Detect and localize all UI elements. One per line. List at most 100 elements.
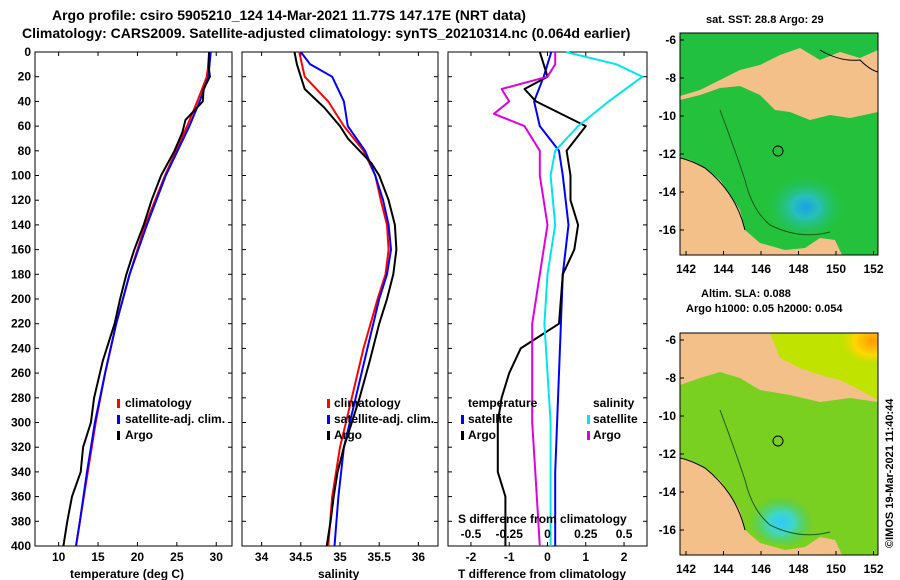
s-tick-label: -0.25 [496, 527, 524, 541]
map-x-tick-label: 148 [788, 262, 808, 276]
map-x-tick-label: 142 [676, 562, 696, 576]
x-tick-label: 15 [91, 550, 105, 564]
s-tick-label: -0.5 [461, 527, 482, 541]
y-tick-label: 320 [11, 440, 31, 454]
series-line-climatology [298, 51, 390, 547]
temperature-series [62, 51, 212, 547]
temperature-legend: climatology satellite-adj. clim. Argo [117, 396, 225, 442]
legend-climatology-label: climatology [334, 396, 401, 410]
sst-map-axes: -6 -8 -10 -12 -14 -16 142 144 146 148 150 152 [659, 33, 884, 276]
sla-map: Altim. SLA: 0.088 Argo h1000: 0.05 h2000… [659, 288, 884, 576]
map-y-tick-label: -10 [659, 109, 677, 123]
difference-depth-ticks [448, 51, 647, 547]
map-x-tick-label: 152 [863, 562, 883, 576]
x-tick-label: 1 [582, 550, 589, 564]
map-y-tick-label: -6 [665, 33, 676, 47]
series-line-salinity-satellite [543, 51, 644, 546]
map-x-tick-label: 150 [826, 262, 846, 276]
legend-salinity-title: salinity [593, 396, 635, 410]
salinity-legend: climatology satellite-adj. clim. Argo [327, 396, 434, 442]
x-tick-label: 35 [333, 550, 347, 564]
map-x-tick-label: 142 [676, 262, 696, 276]
legend-t-argo-label: Argo [468, 428, 496, 442]
x-tick-label: -2 [466, 550, 477, 564]
map-y-tick-label: -12 [659, 447, 677, 461]
s-tick-label: 0.25 [574, 527, 598, 541]
legend-argo-swatch [327, 431, 330, 440]
x-tick-label: 2 [621, 550, 628, 564]
map-x-tick-label: 144 [713, 562, 733, 576]
legend-t-satellite-label: satellite [468, 412, 513, 426]
coastline [819, 49, 878, 73]
salinity-x-axis: 34 34.5 35 35.5 36 [255, 52, 425, 564]
difference-xlabel: T difference from climatology [458, 567, 626, 580]
difference-axes-frame [447, 51, 648, 547]
legend-satellite-label: satellite-adj. clim. [125, 412, 225, 426]
series-line-argo [293, 51, 398, 547]
series-line-argo [62, 51, 211, 547]
s-difference-axis: -0.5 -0.25 0 0.25 0.5 [461, 527, 633, 541]
x-tick-label: 34 [255, 550, 269, 564]
legend-climatology-label: climatology [125, 396, 192, 410]
x-tick-label: 34.5 [289, 550, 313, 564]
map-y-tick-label: -10 [659, 409, 677, 423]
sst-map-title: sat. SST: 28.8 Argo: 29 [706, 14, 824, 26]
argo-float-marker [772, 435, 784, 447]
sla-map-title1: Altim. SLA: 0.088 [701, 288, 791, 300]
y-tick-label: 280 [11, 391, 31, 405]
series-line-satellite-adj-clim- [300, 51, 392, 547]
salinity-series [293, 51, 398, 547]
bathymetry-contour [719, 109, 831, 236]
series-line-temperature-satellite [533, 51, 570, 546]
map-x-tick-label: 148 [788, 562, 808, 576]
y-tick-label: 240 [11, 341, 31, 355]
map-y-tick-label: -16 [659, 523, 677, 537]
sst-map-frame [679, 32, 879, 256]
temperature-xlabel: temperature (deg C) [70, 567, 184, 580]
salinity-panel: 34 34.5 35 35.5 36 salinity climatology sate… [241, 51, 439, 580]
map-y-tick-label: -8 [665, 371, 676, 385]
s-tick-label: 0 [544, 527, 551, 541]
legend-argo-label: Argo [125, 428, 153, 442]
y-tick-label: 180 [11, 267, 31, 281]
series-line-salinity-argo [492, 52, 557, 547]
y-tick-label: 300 [11, 416, 31, 430]
x-tick-label: 0 [544, 550, 551, 564]
s-tick-label: 0.5 [616, 527, 633, 541]
map-y-tick-label: -8 [665, 71, 676, 85]
y-tick-label: 260 [11, 366, 31, 380]
map-x-tick-label: 150 [826, 562, 846, 576]
y-tick-label: 60 [18, 119, 32, 133]
map-y-tick-label: -14 [659, 185, 677, 199]
map-x-tick-label: 146 [751, 262, 771, 276]
difference-series [492, 51, 644, 547]
legend-t-argo-swatch [461, 431, 464, 440]
sla-map-frame [679, 332, 879, 556]
low-sla-anomaly [735, 455, 845, 545]
y-tick-label: 0 [24, 45, 31, 59]
x-tick-label: -1 [504, 550, 515, 564]
legend-satellite-swatch [327, 415, 330, 424]
legend-t-satellite-swatch [461, 415, 464, 424]
north-sea-area [680, 33, 878, 96]
salinity-depth-ticks [242, 51, 438, 547]
y-tick-label: 120 [11, 193, 31, 207]
map-y-tick-label: -12 [659, 147, 677, 161]
legend-satellite-label: satellite-adj. clim. [334, 412, 434, 426]
argo-float-marker [772, 145, 784, 157]
legend-climatology-swatch [117, 399, 120, 408]
y-tick-label: 80 [18, 144, 32, 158]
legend-satellite-swatch [117, 415, 120, 424]
y-tick-label: 100 [11, 169, 31, 183]
map-x-tick-label: 144 [713, 262, 733, 276]
temperature-x-axis: 10 15 20 25 30 [52, 52, 223, 564]
legend-argo-label: Argo [334, 428, 362, 442]
y-tick-label: 200 [11, 292, 31, 306]
coastline [680, 457, 746, 531]
depth-axis: 0 20 40 60 80 100 120 140 160 180 200 220 240 260 280 3… [11, 45, 232, 553]
x-tick-label: 30 [210, 550, 224, 564]
header-line2: Climatology: CARS2009. Satellite-adjuste… [22, 25, 630, 41]
x-tick-label: 10 [52, 550, 66, 564]
y-tick-label: 20 [18, 70, 32, 84]
